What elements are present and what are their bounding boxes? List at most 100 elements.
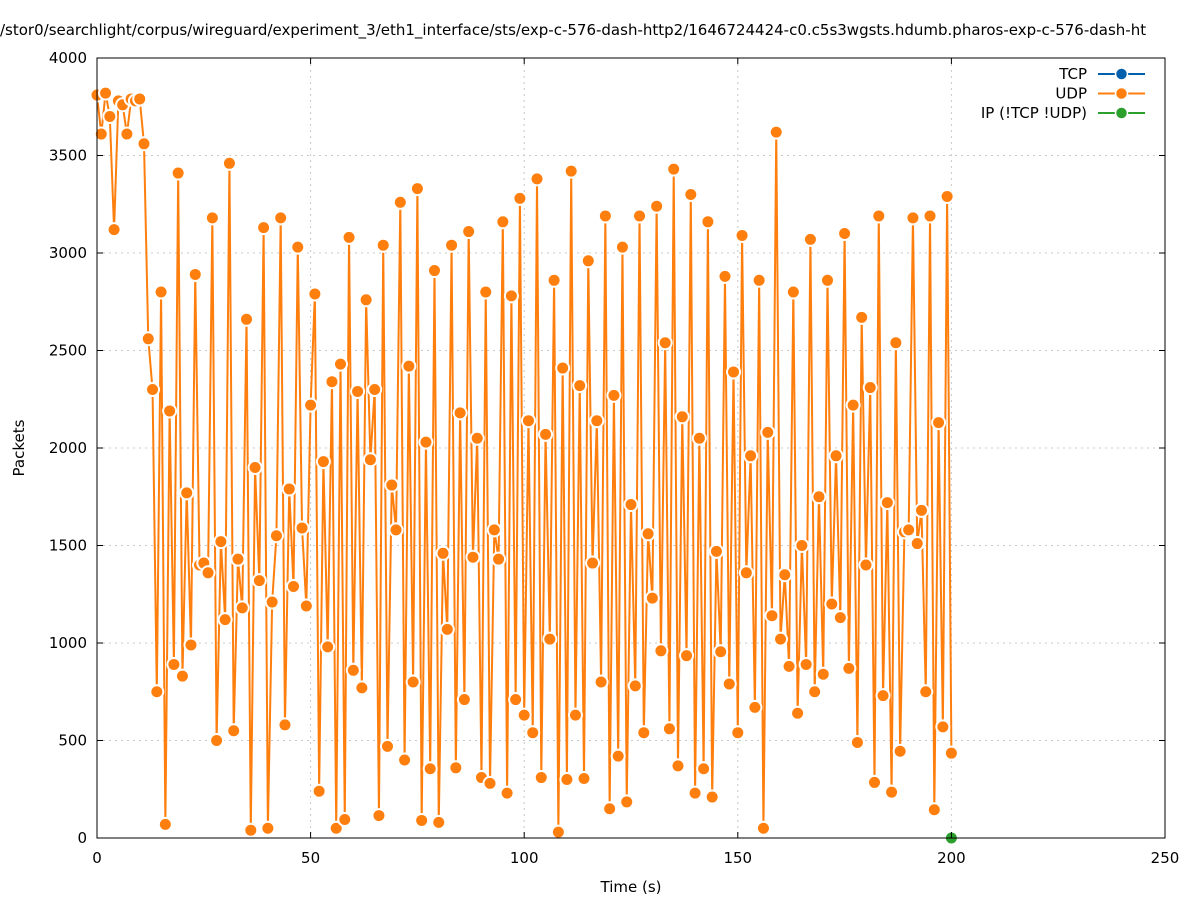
data-point xyxy=(358,292,374,308)
data-point xyxy=(538,426,554,442)
data-point xyxy=(418,434,434,450)
data-point xyxy=(905,210,921,226)
data-point xyxy=(892,743,908,759)
data-point xyxy=(679,648,695,664)
data-point xyxy=(187,266,203,282)
y-tick-label: 3500 xyxy=(49,147,87,165)
legend-marker xyxy=(1114,86,1129,101)
data-point xyxy=(486,522,502,538)
data-point xyxy=(456,692,472,708)
data-point xyxy=(751,272,767,288)
series-1 xyxy=(89,85,959,840)
data-point xyxy=(341,229,357,245)
data-point xyxy=(140,331,156,347)
data-point xyxy=(713,644,729,660)
data-point xyxy=(811,489,827,505)
data-point xyxy=(867,774,883,790)
data-point xyxy=(153,284,169,300)
data-point xyxy=(277,717,293,733)
data-point xyxy=(708,543,724,559)
data-point xyxy=(760,424,776,440)
data-point xyxy=(815,666,831,682)
legend-label: IP (!TCP !UDP) xyxy=(981,104,1087,122)
data-point xyxy=(183,637,199,653)
data-point xyxy=(687,785,703,801)
data-point xyxy=(98,85,114,101)
data-point xyxy=(674,409,690,425)
data-point xyxy=(546,272,562,288)
data-point xyxy=(726,364,742,380)
data-point xyxy=(375,237,391,253)
data-point xyxy=(525,725,541,741)
data-point xyxy=(333,356,349,372)
y-tick-label: 2500 xyxy=(49,342,87,360)
data-point xyxy=(439,621,455,637)
data-point xyxy=(311,783,327,799)
data-point xyxy=(508,692,524,708)
data-point xyxy=(106,222,122,238)
data-point xyxy=(644,590,660,606)
data-point xyxy=(529,171,545,187)
data-point xyxy=(298,598,314,614)
data-point xyxy=(362,452,378,468)
data-point xyxy=(465,549,481,565)
data-point xyxy=(499,785,515,801)
data-point xyxy=(734,227,750,243)
ticks: 0 50 100 150 200 2500500100015002000250030003… xyxy=(49,49,1180,867)
x-tick-label: 0 xyxy=(92,849,102,867)
data-point xyxy=(409,181,425,197)
data-point xyxy=(858,557,874,573)
data-point xyxy=(700,214,716,230)
data-point xyxy=(755,820,771,836)
data-point xyxy=(555,360,571,376)
data-point xyxy=(832,610,848,626)
data-point xyxy=(478,284,494,300)
data-point xyxy=(179,485,195,501)
data-point xyxy=(683,187,699,202)
data-point xyxy=(136,136,152,152)
data-point xyxy=(785,284,801,300)
data-point xyxy=(337,811,353,827)
data-point xyxy=(145,382,161,397)
data-point xyxy=(200,565,216,581)
data-point xyxy=(691,430,707,446)
data-point xyxy=(879,495,895,511)
data-point xyxy=(828,448,844,464)
data-point xyxy=(884,784,900,800)
data-point xyxy=(585,555,601,571)
data-point xyxy=(661,721,677,737)
x-tick-label: 100 xyxy=(510,849,539,867)
data-point xyxy=(491,551,507,567)
data-point xyxy=(401,358,417,374)
data-point xyxy=(149,684,165,700)
data-point xyxy=(281,481,297,497)
data-point xyxy=(614,239,630,255)
data-point xyxy=(320,639,336,655)
y-axis-title: Packets xyxy=(10,419,28,476)
data-point xyxy=(610,748,626,764)
data-point xyxy=(174,668,190,684)
data-point xyxy=(405,674,421,690)
data-point xyxy=(102,109,118,124)
data-point xyxy=(550,824,566,840)
data-point xyxy=(781,658,797,674)
data-point xyxy=(773,631,789,647)
y-tick-label: 500 xyxy=(58,732,87,750)
data-point xyxy=(503,288,519,304)
data-point xyxy=(606,387,622,403)
data-point xyxy=(862,380,878,396)
data-point xyxy=(542,631,558,647)
y-tick-label: 0 xyxy=(77,829,87,847)
data-point xyxy=(670,758,686,774)
data-point xyxy=(743,448,759,464)
data-point xyxy=(469,430,485,446)
data-point xyxy=(213,534,229,550)
x-tick-label: 250 xyxy=(1151,849,1180,867)
data-point xyxy=(217,612,233,628)
data-point xyxy=(627,678,643,694)
data-point xyxy=(768,124,784,140)
data-point xyxy=(286,578,302,594)
chart-title: /stor0/searchlight/corpus/wireguard/expe… xyxy=(0,21,1146,40)
